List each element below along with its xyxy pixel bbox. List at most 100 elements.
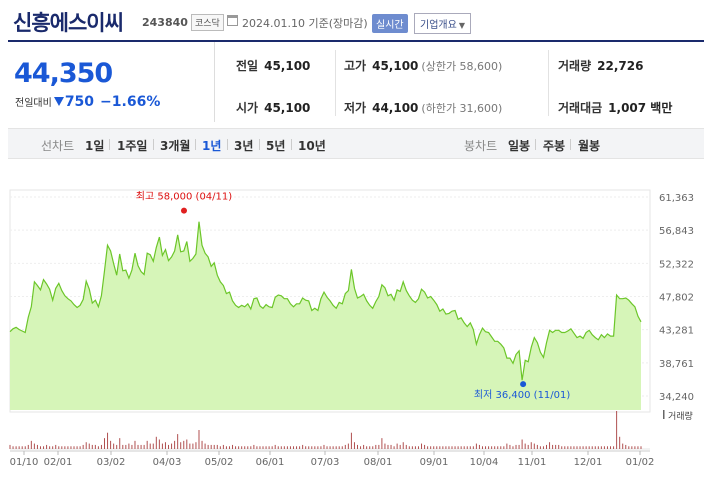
- volume-bar: [439, 446, 441, 449]
- volume-bar: [180, 442, 182, 449]
- candle-monthly[interactable]: 월봉: [578, 139, 601, 153]
- volume-bar: [149, 443, 151, 449]
- realtime-button[interactable]: 실시간: [372, 14, 408, 33]
- price-chart: 61,363 56,843 52,322 47,802 43,281 38,761 34,2…: [0, 160, 704, 489]
- volume-bar: [579, 446, 581, 449]
- stat-value: 22,726: [597, 59, 644, 73]
- period-10y[interactable]: 10년: [298, 139, 326, 153]
- x-tick-label: 11/01: [518, 457, 547, 468]
- volume-bar: [241, 446, 243, 449]
- volume-bar: [286, 446, 288, 449]
- volume-bar: [488, 446, 490, 449]
- volume-bar: [302, 444, 304, 449]
- volume-bar: [207, 444, 209, 449]
- divider: [535, 139, 536, 150]
- down-triangle-icon: [53, 97, 64, 106]
- volume-bar: [421, 443, 423, 449]
- volume-bar: [393, 446, 395, 449]
- volume-bar: [55, 444, 57, 449]
- volume-bar: [606, 446, 608, 449]
- volume-bar: [485, 446, 487, 449]
- volume-bar: [256, 446, 258, 449]
- stock-code: 243840: [142, 16, 188, 29]
- volume-bar: [27, 444, 29, 449]
- volume-bar: [33, 443, 35, 449]
- x-axis: 01/10 02/01 03/02 04/03 05/02 06/01 07/03 08/01…: [10, 450, 654, 468]
- volume-bar: [582, 446, 584, 449]
- company-info-dropdown[interactable]: 기업개요 ▼: [414, 13, 471, 34]
- volume-bar: [317, 446, 319, 449]
- period-3y[interactable]: 3년: [234, 139, 254, 153]
- volume-bar: [299, 446, 301, 449]
- volume-bar: [360, 446, 362, 449]
- volume-bar: [344, 444, 346, 449]
- volume-bar: [512, 446, 514, 449]
- candle-chart-label: 봉차트: [464, 139, 498, 153]
- volume-bar: [235, 446, 237, 449]
- volume-bar: [329, 446, 331, 449]
- x-tick-label: 09/01: [420, 457, 449, 468]
- volume-bar: [296, 446, 298, 449]
- period-5y[interactable]: 5년: [266, 139, 286, 153]
- price-area-fill: [10, 221, 641, 410]
- volume-bar: [350, 432, 352, 449]
- volume-bar: [539, 446, 541, 449]
- volume-bar: [161, 443, 163, 449]
- volume-bar: [384, 443, 386, 449]
- volume-bar: [369, 446, 371, 449]
- current-price: 44,350: [14, 58, 113, 89]
- volume-bar: [94, 444, 96, 449]
- stock-header: 신흥에스이씨 243840 코스닥 2024.01.10 기준(장마감) 실시간…: [0, 0, 704, 42]
- divider: [153, 139, 154, 150]
- volume-bar: [18, 446, 20, 449]
- volume-bar: [311, 446, 313, 449]
- volume-bar: [85, 442, 87, 449]
- volume-bar: [552, 444, 554, 449]
- volume-bar: [250, 446, 252, 449]
- volume-bar: [546, 444, 548, 449]
- change-value: 750: [64, 94, 95, 110]
- volume-bar: [478, 444, 480, 449]
- stat-prev-close: 전일 45,100: [236, 57, 310, 74]
- stat-value: 44,100: [372, 101, 419, 115]
- volume-bar: [466, 446, 468, 449]
- volume-bar: [475, 443, 477, 449]
- volume-bar: [289, 446, 291, 449]
- volume-bar: [573, 446, 575, 449]
- period-1w[interactable]: 1주일: [117, 139, 148, 153]
- volume-bar: [430, 446, 432, 449]
- period-1d[interactable]: 1일: [85, 139, 105, 153]
- upper-limit: (상한가 58,600): [421, 60, 503, 73]
- volume-bar: [61, 446, 63, 449]
- volume-bar: [347, 443, 349, 449]
- y-tick-label: 43,281: [659, 326, 694, 337]
- volume-bar: [91, 444, 93, 449]
- volume-bar: [244, 446, 246, 449]
- volume-bar: [338, 446, 340, 449]
- volume-bar: [222, 444, 224, 449]
- stat-low: 저가 44,100 (하한가 31,600): [344, 99, 502, 116]
- calendar-icon: [227, 15, 238, 26]
- y-tick-label: 61,363: [659, 193, 694, 204]
- current-price-box: 44,350 전일대비 750 −1.66%: [8, 42, 215, 122]
- volume-bar: [140, 444, 142, 449]
- candle-daily[interactable]: 일봉: [508, 139, 531, 153]
- volume-bar: [451, 446, 453, 449]
- volume-bar: [408, 446, 410, 449]
- volume-bar: [158, 439, 160, 449]
- candle-weekly[interactable]: 주봉: [543, 139, 566, 153]
- volume-bar: [192, 443, 194, 449]
- volume-bar: [509, 444, 511, 449]
- period-3m[interactable]: 3개월: [160, 139, 191, 153]
- volume-bar: [527, 444, 529, 449]
- volume-bar: [500, 446, 502, 449]
- volume-bar: [82, 444, 84, 449]
- volume-bar: [622, 443, 624, 449]
- volume-bar: [445, 446, 447, 449]
- divider: [291, 139, 292, 150]
- volume-bar: [533, 443, 535, 449]
- volume-bar: [305, 446, 307, 449]
- volume-bar: [143, 444, 145, 449]
- period-1y[interactable]: 1년: [202, 139, 222, 153]
- volume-bar: [152, 443, 154, 449]
